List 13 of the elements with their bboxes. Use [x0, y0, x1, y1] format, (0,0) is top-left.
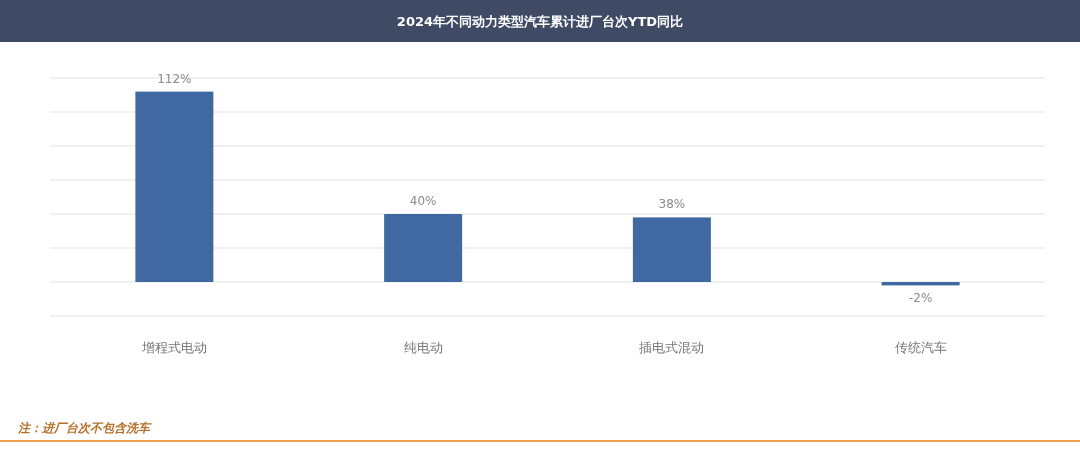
bar	[632, 217, 711, 282]
data-label: 112%	[157, 71, 192, 86]
data-label: -2%	[908, 291, 933, 306]
x-tick-label: 纯电动	[403, 340, 443, 355]
x-tick-label: 传统汽车	[894, 340, 947, 355]
data-label: 38%	[658, 197, 686, 212]
chart-title: 2024年不同动力类型汽车累计进厂台次YTD同比	[396, 14, 684, 29]
data-label: 40%	[409, 194, 437, 208]
x-tick-label: 增程式电动	[140, 340, 207, 355]
x-tick-label: 插电式混动	[639, 340, 705, 355]
bar	[135, 91, 214, 282]
text: 注：进厂台次不包含洗车	[17, 421, 152, 435]
bar	[384, 214, 463, 282]
